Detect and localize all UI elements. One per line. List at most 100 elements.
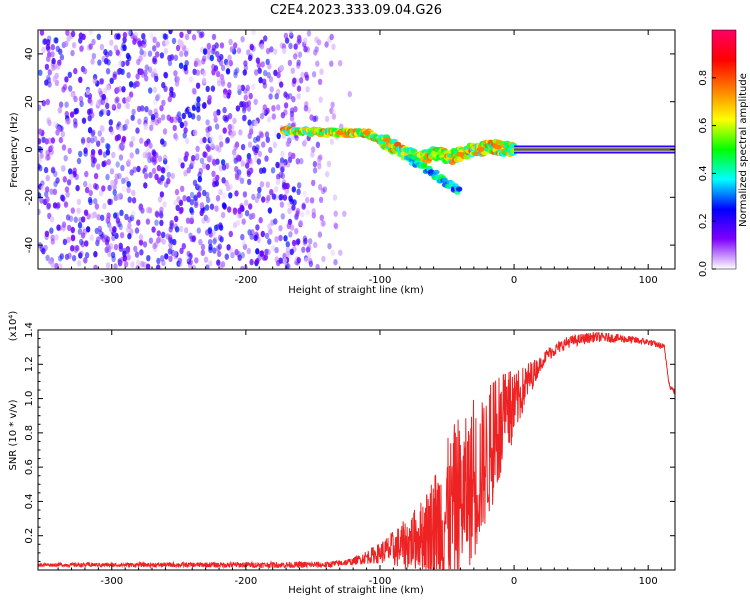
spectrogram-noise-cell (303, 105, 309, 112)
spectrogram-noise-cell (167, 95, 172, 103)
spectrogram-noise-cell (56, 202, 61, 209)
colorbar-tick-label: 0.0 (698, 261, 709, 277)
x-tick-label: 0 (511, 576, 517, 587)
spectrogram-noise-cell (130, 114, 135, 121)
spectrogram-noise-cell (105, 84, 111, 91)
spectrogram-noise-cell (197, 171, 202, 179)
spectrogram-noise-cell (249, 44, 254, 51)
spectrogram-noise-cell (287, 207, 292, 214)
spectrogram-noise-cell (192, 129, 198, 136)
spectrogram-noise-cell (162, 154, 168, 161)
spectrogram-noise-cell (202, 55, 207, 62)
spectrogram-noise-cell (246, 49, 251, 56)
spectrogram-noise-cell (280, 172, 285, 180)
spectrogram-noise-cell (111, 151, 116, 159)
spectrogram-noise-cell (50, 44, 55, 51)
spectrogram-noise-cell (324, 41, 329, 48)
spectrogram-noise-cell (174, 188, 180, 196)
spectrogram-noise-cell (333, 259, 338, 266)
spectrogram-noise-cell (264, 131, 270, 138)
spectrogram-noise-cell (211, 44, 216, 51)
spectrogram-noise-cell (143, 164, 148, 172)
spectrogram-noise-cell (247, 178, 252, 186)
spectrogram-noise-cell (99, 78, 105, 85)
spectrogram-noise-cell (189, 191, 195, 199)
spectrogram-branch-cell (421, 162, 428, 168)
spectrogram-noise-cell (259, 181, 265, 188)
spectrogram-noise-cell (38, 138, 42, 145)
spectrogram-noise-cell (188, 253, 193, 260)
spectrogram-noise-cell (205, 119, 210, 126)
spectrogram-noise-cell (239, 101, 244, 108)
spectrogram-noise-cell (149, 124, 154, 132)
spectrogram-noise-cell (227, 123, 232, 131)
spectrogram-noise-cell (194, 257, 199, 264)
spectrogram-noise-cell (44, 138, 49, 145)
spectrogram-noise-cell (61, 86, 66, 93)
spectrogram-noise-cell (137, 118, 142, 125)
spectrogram-noise-cell (329, 33, 334, 41)
spectrogram-noise-cell (249, 258, 254, 266)
spectrogram-noise-cell (296, 93, 301, 100)
spectrogram-noise-cell (283, 102, 289, 109)
spectrogram-noise-cell (313, 49, 318, 56)
spectrogram-noise-cell (193, 60, 199, 68)
spectrogram-noise-cell (164, 253, 169, 260)
spectrogram-noise-cell (118, 125, 123, 132)
spectrogram-noise-cell (266, 71, 271, 79)
spectrogram-noise-cell (146, 206, 151, 214)
spectrogram-noise-cell (206, 131, 211, 138)
spectrogram-noise-cell (96, 163, 101, 170)
spectrogram-noise-cell (271, 105, 276, 112)
spectrogram-noise-cell (199, 202, 204, 209)
spectrogram-noise-cell (181, 112, 186, 120)
spectrogram-noise-cell (338, 249, 343, 256)
spectrogram-noise-cell (196, 227, 201, 234)
colorbar-tick-label: 0.4 (698, 165, 709, 181)
spectrogram-noise-cell (144, 75, 149, 82)
spectrogram-noise-cell (250, 212, 256, 220)
spectrogram-noise-cell (250, 229, 255, 236)
spectrogram-noise-cell (225, 61, 231, 69)
spectrogram-noise-cell (312, 160, 318, 168)
spectrogram-noise-cell (159, 105, 164, 112)
spectrogram-noise-cell (237, 254, 242, 261)
spectrogram-noise-cell (162, 33, 168, 40)
spectrogram-noise-cell (156, 230, 161, 237)
spectrogram-noise-cell (66, 179, 72, 186)
spectrogram-noise-cell (138, 204, 143, 211)
spectrogram-noise-cell (70, 226, 76, 234)
spectrogram-noise-cell (94, 227, 100, 235)
snr-series-line (38, 331, 675, 570)
spectrogram-noise-cell (160, 255, 165, 262)
spectrogram-noise-cell (177, 257, 183, 264)
spectrogram-noise-cell (264, 248, 269, 256)
spectrogram-noise-cell (106, 212, 111, 219)
y-tick-label: -20 (24, 189, 35, 205)
spectrogram-noise-cell (156, 257, 161, 265)
snr-x-label: Height of straight line (km) (288, 585, 424, 596)
spectrogram-noise-cell (154, 210, 159, 217)
spectrogram-noise-cell (46, 74, 51, 82)
spectrogram-noise-cell (76, 157, 82, 165)
spectrogram-noise-cell (195, 69, 201, 76)
spectrogram-noise-cell (89, 99, 94, 107)
spectrogram-noise-cell (52, 188, 58, 195)
spectrogram-noise-cell (191, 34, 197, 41)
spectrogram-noise-cell (110, 251, 116, 259)
spectrogram-noise-cell (47, 258, 53, 265)
spectrogram-noise-cell (44, 79, 49, 86)
spectrogram-noise-cell (88, 198, 93, 206)
spectrogram-noise-cell (80, 136, 86, 144)
spectrogram-noise-cell (319, 214, 324, 221)
spectrogram-noise-cell (196, 96, 201, 103)
spectrogram-noise-cell (39, 30, 45, 36)
spectrogram-noise-cell (298, 77, 304, 84)
spectrogram-noise-cell (84, 170, 89, 178)
spectrogram-noise-cell (279, 64, 284, 72)
spectrogram-noise-cell (89, 234, 94, 241)
spectrogram-noise-cell (49, 144, 54, 151)
spectrogram-noise-cell (83, 209, 89, 216)
spectrogram-noise-cell (155, 51, 160, 58)
spectrogram-noise-cell (178, 225, 184, 233)
